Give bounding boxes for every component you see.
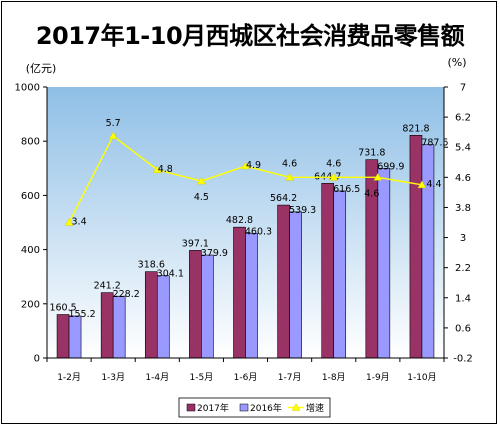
legend-label-growth: 增速 <box>306 402 324 414</box>
left-tick-label: 400 <box>21 245 40 256</box>
x-tick-label: 1-2月 <box>57 372 81 383</box>
x-tick-label: 1-4月 <box>145 372 169 383</box>
bar-2016[interactable] <box>112 295 126 359</box>
bar-value-label-2016: 539.3 <box>289 205 316 216</box>
bar-value-label-2017: 160.5 <box>49 303 76 314</box>
growth-value-label: 4.6 <box>364 188 379 199</box>
bar-value-label-2017: 482.8 <box>226 215 253 226</box>
growth-value-label: 4.6 <box>326 158 341 169</box>
x-tick-label: 1-3月 <box>101 372 125 383</box>
bar-value-label-2016: 616.5 <box>333 184 360 195</box>
growth-point[interactable] <box>241 161 250 170</box>
bar-2017[interactable] <box>189 250 202 359</box>
growth-value-label: 4.8 <box>158 164 173 175</box>
bar-2017[interactable] <box>233 226 246 359</box>
growth-point[interactable] <box>285 172 294 181</box>
growth-value-label: 5.7 <box>106 118 121 129</box>
left-tick-label: 0 <box>34 354 40 365</box>
x-tick-label: 1-5月 <box>190 372 214 383</box>
right-tick-label: 4.6 <box>455 173 471 184</box>
bar-2016[interactable] <box>245 232 258 359</box>
x-tick-label: 1-7月 <box>278 372 302 383</box>
growth-point[interactable] <box>108 131 118 140</box>
right-tick-label: 0.6 <box>455 323 471 334</box>
bar-2017[interactable] <box>409 134 423 359</box>
right-tick-label: 5.4 <box>455 143 471 154</box>
growth-value-label: 4.9 <box>246 160 261 171</box>
legend-box <box>178 397 331 418</box>
growth-value-label: 4.5 <box>194 192 209 203</box>
bar-value-label-2016: 460.3 <box>245 226 272 237</box>
growth-value-label: 4.6 <box>282 158 297 169</box>
left-tick-label: 800 <box>21 137 40 148</box>
growth-point[interactable] <box>152 165 162 174</box>
growth-point[interactable] <box>64 218 74 226</box>
bar-2016[interactable] <box>156 275 170 359</box>
bar-value-label-2017: 731.8 <box>358 148 385 159</box>
legend-label-2017: 2017年 <box>197 402 229 414</box>
bar-value-label-2016: 228.2 <box>113 289 140 300</box>
chart-title: 2017年1-10月西城区社会消费品零售额 <box>35 22 465 50</box>
bar-2017[interactable] <box>277 204 290 359</box>
bar-value-label-2017: 397.1 <box>182 238 209 249</box>
right-tick-label: 1.4 <box>455 293 471 304</box>
left-tick-label: 600 <box>21 191 40 202</box>
right-tick-label: -0.2 <box>453 354 473 365</box>
bar-value-label-2016: 787.5 <box>421 138 448 149</box>
left-tick-label: 200 <box>21 299 40 310</box>
bar-value-label-2017: 821.8 <box>402 123 429 134</box>
bar-2017[interactable] <box>100 292 114 359</box>
growth-value-label: 4.4 <box>426 179 441 190</box>
bar-value-label-2016: 304.1 <box>157 269 184 280</box>
bar-2016[interactable] <box>68 315 82 359</box>
right-tick-label: 3.8 <box>455 203 471 214</box>
bar-value-label-2016: 155.2 <box>68 309 95 320</box>
bar-value-label-2017: 241.2 <box>94 281 121 292</box>
right-tick-label: 3 <box>460 233 466 244</box>
bar-value-label-2016: 379.9 <box>201 248 228 259</box>
bar-value-label-2017: 318.6 <box>138 260 165 271</box>
right-axis-unit: (%) <box>447 56 466 69</box>
legend-label-2016: 2016年 <box>250 402 282 414</box>
bar-2016[interactable] <box>289 211 302 359</box>
bar-2017[interactable] <box>321 182 335 359</box>
growth-value-label: 3.4 <box>72 217 87 228</box>
x-tick-label: 1-9月 <box>366 372 390 383</box>
bar-2017[interactable] <box>56 314 70 359</box>
bar-value-label-2017: 564.2 <box>270 193 297 204</box>
right-tick-label: 6.2 <box>455 113 471 124</box>
legend-swatch-2017 <box>186 403 196 412</box>
bar-2016[interactable] <box>201 254 214 359</box>
legend-swatch-2016 <box>239 403 249 412</box>
bar-2016[interactable] <box>377 168 391 359</box>
growth-point[interactable] <box>373 172 383 181</box>
left-tick-label: 1000 <box>15 83 40 94</box>
growth-point[interactable] <box>417 180 427 189</box>
bar-2016[interactable] <box>333 190 347 359</box>
x-tick-label: 1-6月 <box>234 372 258 383</box>
growth-point[interactable] <box>197 176 206 185</box>
bar-2016[interactable] <box>421 144 435 359</box>
right-tick-label: 7 <box>460 83 466 94</box>
x-tick-label: 1-8月 <box>322 372 346 383</box>
bar-2017[interactable] <box>144 271 158 359</box>
right-tick-label: 2.2 <box>455 263 471 274</box>
growth-point[interactable] <box>329 172 339 181</box>
x-tick-label: 1-10月 <box>407 372 436 383</box>
bar-value-label-2016: 699.9 <box>377 161 404 172</box>
legend-marker-growth <box>291 403 301 411</box>
left-axis-unit: (亿元) <box>26 62 57 75</box>
